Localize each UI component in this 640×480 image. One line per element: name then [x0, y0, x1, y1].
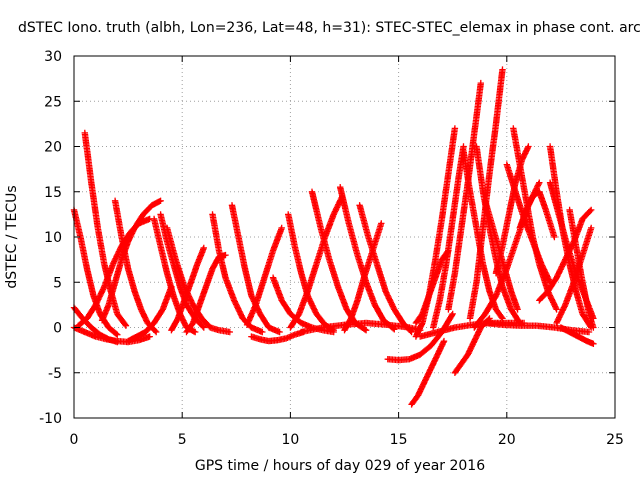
series-arc: [111, 197, 160, 336]
series-markers: [566, 206, 597, 331]
series-arc: [81, 129, 130, 329]
series-markers: [285, 211, 337, 334]
series-arc: [209, 211, 266, 336]
series-markers: [412, 247, 452, 327]
series-markers: [430, 143, 467, 331]
series-arc: [248, 328, 307, 345]
x-tick-label: 10: [281, 432, 299, 448]
series-markers: [356, 202, 415, 336]
y-tick-label: -10: [39, 411, 62, 427]
data-points: [70, 66, 597, 408]
series-markers: [503, 161, 554, 286]
series-arc: [516, 188, 558, 241]
series-arc: [408, 337, 448, 408]
series-markers: [243, 224, 285, 328]
series-markers: [516, 188, 558, 241]
series-markers: [168, 244, 207, 334]
series-markers: [228, 202, 283, 336]
x-tick-label: 15: [390, 432, 408, 448]
series-arc: [430, 143, 467, 331]
y-tick-label: 20: [44, 140, 62, 156]
series-markers: [248, 328, 307, 345]
axis-ticks: 0 5 10 15 20 25 -10 -5 0 5 10 15 20 25 30: [39, 49, 624, 448]
series-markers: [298, 319, 424, 336]
series-markers: [81, 129, 130, 329]
x-tick-label: 25: [606, 432, 624, 448]
y-tick-label: 30: [44, 49, 62, 65]
series-arc: [412, 247, 452, 327]
y-axis-label: dSTEC / TECUs: [4, 185, 20, 288]
series-arc: [308, 188, 370, 334]
x-tick-label: 0: [70, 432, 79, 448]
series-markers: [209, 211, 266, 336]
series-arc: [228, 202, 283, 336]
x-tick-label: 20: [498, 432, 516, 448]
x-axis-label: GPS time / hours of day 029 of year 2016: [195, 458, 485, 474]
series-arc: [356, 202, 415, 336]
series-markers: [308, 188, 370, 334]
series-arc: [417, 319, 528, 340]
series-markers: [111, 197, 160, 336]
series-arc: [243, 224, 285, 328]
series-arc: [298, 319, 424, 336]
series-arc: [285, 211, 337, 334]
y-tick-label: -5: [48, 366, 62, 382]
series-markers: [124, 283, 175, 345]
chart-title: dSTEC Iono. truth (albh, Lon=236, Lat=48…: [18, 20, 640, 36]
series-markers: [417, 319, 528, 340]
series-arc: [566, 206, 597, 331]
y-tick-label: 5: [53, 275, 62, 291]
y-tick-label: 10: [44, 230, 62, 246]
series-arc: [168, 244, 207, 334]
series-markers: [408, 337, 448, 408]
y-tick-label: 25: [44, 94, 62, 110]
y-tick-label: 15: [44, 185, 62, 201]
x-tick-label: 5: [178, 432, 187, 448]
y-tick-label: 0: [53, 321, 62, 337]
series-arc: [503, 161, 554, 286]
series-arc: [124, 283, 175, 345]
